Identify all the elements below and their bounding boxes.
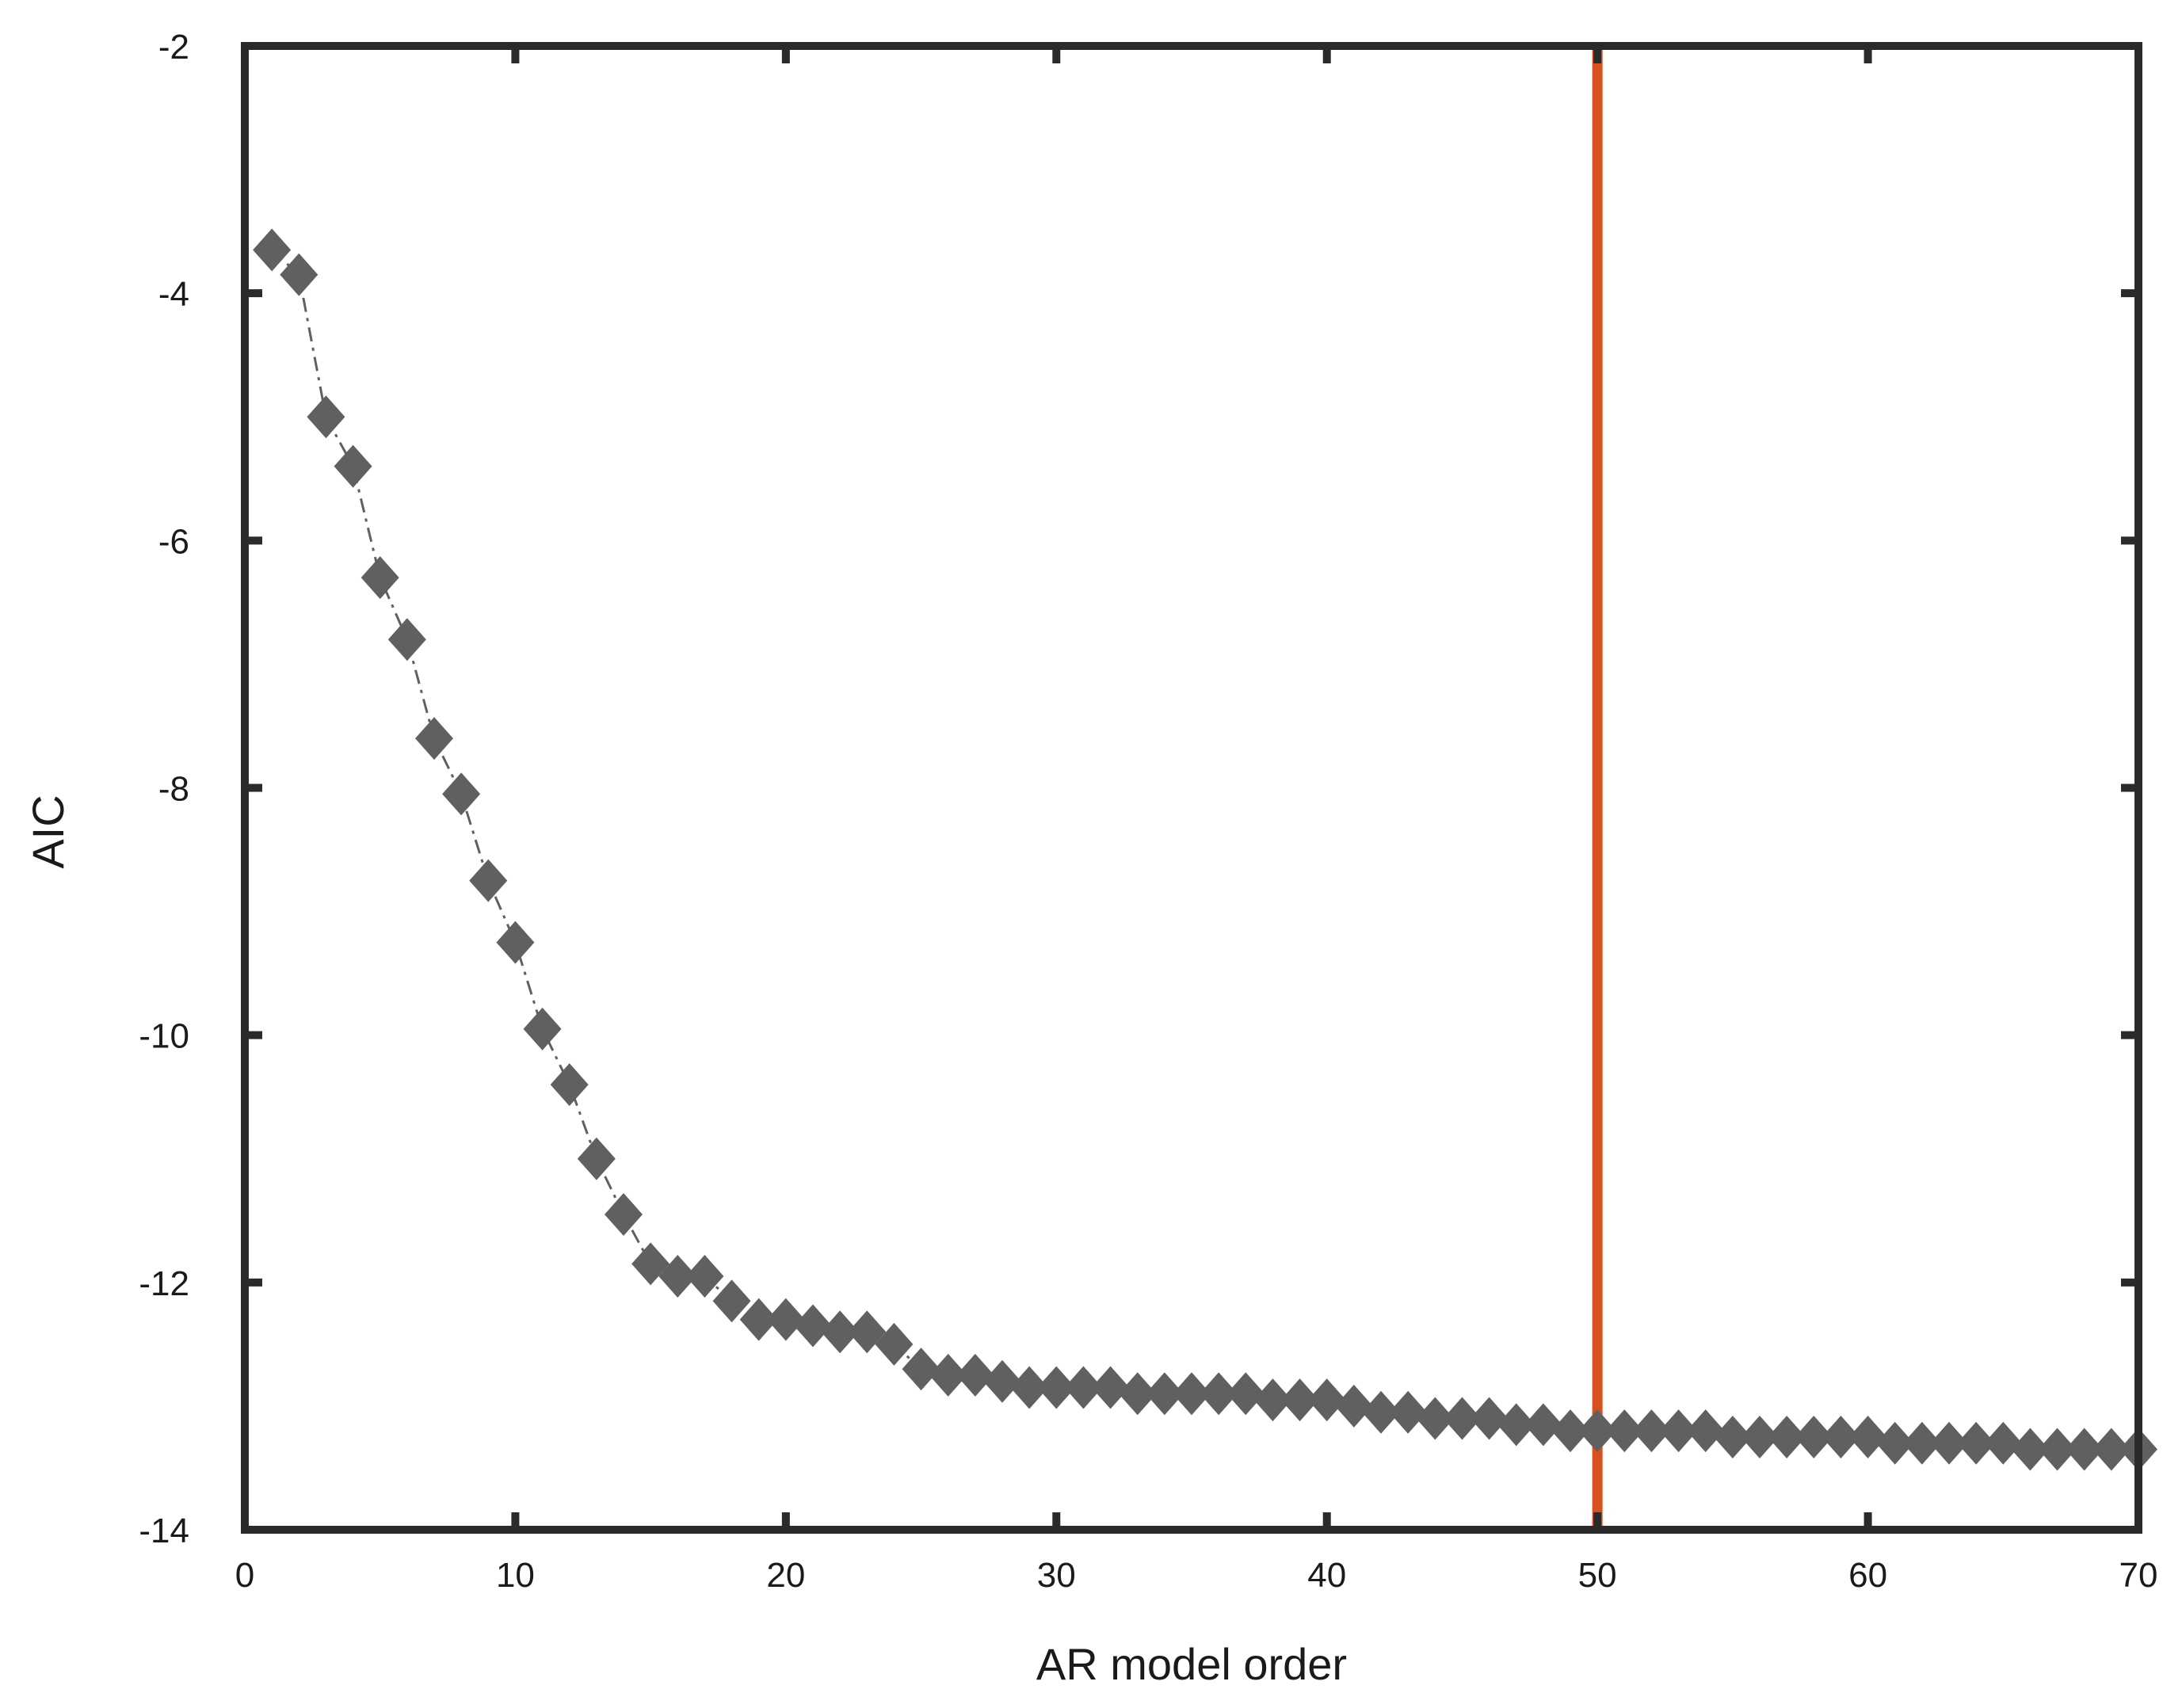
data-point <box>2065 1428 2104 1471</box>
data-point <box>1334 1384 1373 1428</box>
data-point <box>1145 1372 1184 1416</box>
plot-frame <box>241 42 2142 1534</box>
data-point <box>1173 1372 1211 1416</box>
data-point <box>577 1137 616 1180</box>
data-point <box>1524 1403 1562 1447</box>
data-point <box>1875 1421 1914 1465</box>
x-tick-label: 50 <box>1578 1556 1617 1595</box>
data-point <box>1795 1415 1833 1458</box>
y-tick-label: -4 <box>158 275 189 314</box>
y-axis-title: AIC <box>23 795 73 868</box>
x-tick-label: 20 <box>766 1556 805 1595</box>
data-point <box>875 1322 914 1366</box>
x-tick-label: 40 <box>1307 1556 1346 1595</box>
data-point <box>1659 1409 1698 1453</box>
data-point <box>360 556 399 600</box>
data-point <box>1118 1372 1157 1416</box>
data-point <box>1362 1390 1400 1434</box>
data-point <box>848 1310 887 1354</box>
x-tick-label: 60 <box>1848 1556 1887 1595</box>
data-point <box>1551 1409 1589 1453</box>
data-point <box>1307 1378 1346 1422</box>
data-point <box>1632 1409 1671 1453</box>
y-tick-label: -8 <box>158 770 189 809</box>
data-point <box>1957 1421 1996 1465</box>
data-point <box>1389 1390 1428 1434</box>
data-point <box>1064 1366 1103 1409</box>
data-point <box>956 1353 994 1397</box>
data-point <box>1686 1409 1725 1453</box>
x-axis-title: AR model order <box>1036 1639 1347 1689</box>
x-tick-label: 70 <box>2119 1556 2158 1595</box>
data-point <box>712 1279 751 1323</box>
data-point <box>1768 1415 1806 1458</box>
data-point <box>523 1007 562 1050</box>
data-point <box>902 1348 940 1391</box>
data-point <box>658 1255 697 1298</box>
data-point <box>469 859 508 902</box>
x-tick-label: 10 <box>496 1556 535 1595</box>
data-point <box>1713 1415 1752 1458</box>
data-point <box>1741 1415 1779 1458</box>
series-line <box>271 249 2138 1451</box>
data-point <box>1930 1421 1968 1465</box>
data-point <box>1280 1378 1319 1422</box>
data-point <box>794 1304 832 1348</box>
data-point <box>1416 1397 1455 1440</box>
data-point <box>631 1242 670 1286</box>
x-tick-label: 0 <box>235 1556 254 1595</box>
data-point <box>253 228 292 272</box>
data-point <box>387 618 426 661</box>
data-point <box>307 395 345 439</box>
data-point <box>1037 1366 1076 1409</box>
data-point <box>1984 1421 2023 1465</box>
data-point <box>1091 1366 1130 1409</box>
data-point <box>1010 1366 1049 1409</box>
data-point <box>766 1298 805 1341</box>
y-tick-label: -6 <box>158 522 189 561</box>
data-point <box>1253 1378 1292 1422</box>
data-point <box>1848 1415 1887 1458</box>
y-tick-label: -14 <box>139 1512 189 1550</box>
data-point <box>1902 1421 1941 1465</box>
x-tick-label: 30 <box>1037 1556 1076 1595</box>
data-point <box>1200 1372 1238 1416</box>
y-tick-label: -10 <box>139 1017 189 1056</box>
data-point <box>1443 1397 1482 1440</box>
data-point <box>1822 1415 1860 1458</box>
data-point <box>2092 1428 2131 1471</box>
ticks-layer: 0 10 20 30 40 50 60 70 -2 -4 -6 -8 -10 -12 -14 <box>139 28 2157 1595</box>
data-point <box>415 717 453 761</box>
data-point <box>2011 1428 2050 1471</box>
data-point <box>983 1359 1021 1403</box>
data-point <box>442 772 481 816</box>
data-point <box>334 444 372 488</box>
y-tick-label: -2 <box>158 28 189 67</box>
data-point <box>2038 1428 2077 1471</box>
data-point <box>496 921 535 964</box>
data-point <box>550 1063 589 1107</box>
y-tick-label: -12 <box>139 1264 189 1303</box>
data-point <box>685 1255 724 1298</box>
data-point <box>605 1192 643 1236</box>
data-point <box>821 1310 860 1354</box>
data-point <box>1226 1372 1265 1416</box>
data-point <box>739 1298 778 1341</box>
data-point <box>929 1353 967 1397</box>
data-point <box>1470 1397 1509 1440</box>
data-point <box>280 253 319 296</box>
data-point <box>1605 1409 1644 1453</box>
data-point <box>1497 1403 1535 1447</box>
data-point <box>1578 1409 1617 1453</box>
plot-layer <box>253 48 2157 1527</box>
